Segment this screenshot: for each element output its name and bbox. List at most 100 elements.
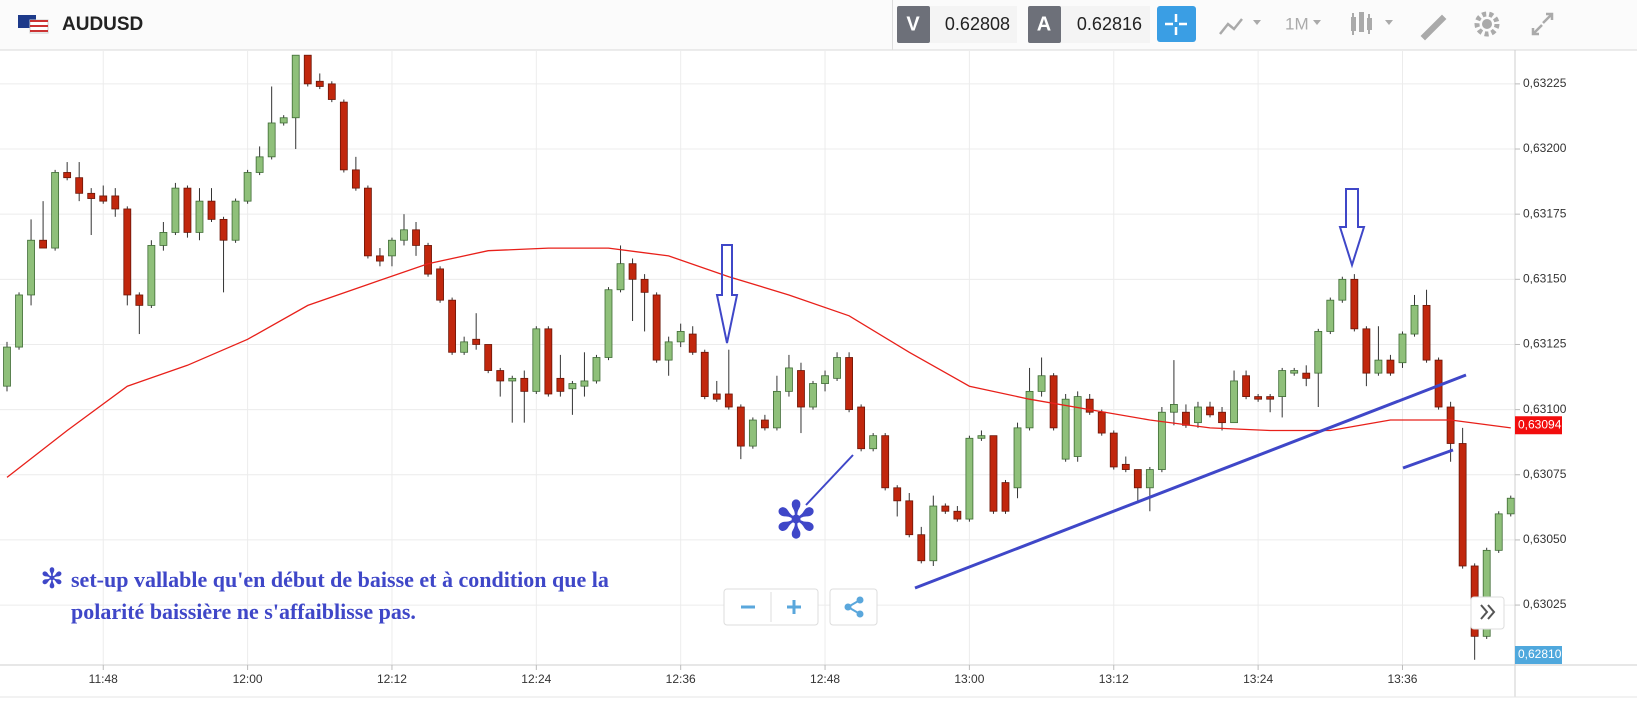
crosshair-button[interactable] <box>1157 6 1196 42</box>
note-marker: ✻ <box>40 562 63 595</box>
candle-body <box>472 338 481 345</box>
candle-body <box>748 419 757 447</box>
zoom-controls <box>723 588 1505 630</box>
candle-body <box>1242 375 1250 397</box>
bid-badge <box>897 6 930 43</box>
candle-body <box>1290 370 1299 374</box>
candle-body <box>123 208 132 296</box>
candle-body <box>1109 432 1118 468</box>
bid-box[interactable] <box>930 6 1017 43</box>
candle-body <box>520 377 529 392</box>
bid-label: V <box>906 13 920 35</box>
chart-type-icon[interactable] <box>1219 18 1243 35</box>
candle-body <box>231 200 240 241</box>
candle-body <box>760 419 769 429</box>
candle-body <box>376 255 384 262</box>
y-tick-label: 0,63050 <box>1523 532 1567 546</box>
candle-body <box>1494 513 1503 551</box>
candle-body <box>1218 411 1226 424</box>
share-icon[interactable] <box>844 596 864 618</box>
x-tick-label: 12:24 <box>521 672 551 686</box>
candle-body <box>1374 359 1383 374</box>
candle-body <box>1037 375 1046 392</box>
candle-body <box>953 510 962 520</box>
candle-body <box>604 289 613 358</box>
candle-icon[interactable] <box>1351 12 1372 35</box>
candle-body <box>616 263 625 291</box>
candle-body <box>51 172 60 249</box>
candle-body <box>436 268 444 301</box>
candle-body <box>1170 404 1178 413</box>
candle-body <box>351 169 360 189</box>
candle-body <box>640 278 649 293</box>
candle-body <box>339 101 348 171</box>
price-tag-label: 0,63094 <box>1518 417 1562 431</box>
note-line: polarité baissière ne s'affaiblisse pas. <box>71 599 416 624</box>
dropdown-arrow <box>1313 20 1321 25</box>
candle-body <box>544 328 553 395</box>
y-tick-label: 0,63025 <box>1523 597 1567 611</box>
candle-body <box>303 54 312 85</box>
note-line: set-up vallable qu'en début de baisse et… <box>71 567 609 592</box>
candle-body <box>267 122 276 158</box>
candle-body <box>1446 406 1455 444</box>
x-tick-label: 13:24 <box>1243 672 1273 686</box>
draw-icon[interactable] <box>1420 14 1447 41</box>
candle-body <box>628 263 637 280</box>
y-tick-label: 0,63200 <box>1523 141 1567 155</box>
candle-body <box>207 200 216 220</box>
x-tick-label: 13:12 <box>1099 672 1129 686</box>
x-tick-label: 12:00 <box>233 672 263 686</box>
collapse-icon[interactable] <box>1531 12 1554 36</box>
ask-box[interactable] <box>1061 6 1150 43</box>
scroll-end-button[interactable] <box>1470 596 1505 630</box>
candle-body <box>412 229 420 246</box>
timeframe[interactable]: 1M <box>1285 14 1309 33</box>
candle-body <box>785 367 793 392</box>
candle-body <box>496 370 505 382</box>
candle-body <box>797 370 805 408</box>
candle-body <box>1097 411 1106 434</box>
candle-body <box>773 390 781 429</box>
candle-body <box>652 294 661 361</box>
zoom-in[interactable] <box>787 600 801 614</box>
candle-body <box>1230 380 1238 424</box>
candle-body <box>1194 406 1202 424</box>
candle-body <box>315 80 324 87</box>
candle-body <box>881 435 890 489</box>
candle-body <box>1362 328 1371 374</box>
plot <box>3 54 1515 660</box>
candle-body <box>965 437 974 520</box>
candle-body <box>1458 443 1467 567</box>
candle-body <box>929 505 938 562</box>
candle-body <box>39 239 47 249</box>
x-tick-label: 13:00 <box>954 672 984 686</box>
callout-marker: ✻ <box>774 491 818 551</box>
candle-body <box>736 406 745 447</box>
moving-average <box>6 247 1511 478</box>
candle-body <box>700 351 709 397</box>
candle-body <box>724 393 733 408</box>
candle-body <box>977 435 986 439</box>
candle-body <box>243 172 252 202</box>
settings-icon[interactable] <box>1474 11 1500 37</box>
candle-body <box>75 177 84 194</box>
candle-body <box>195 200 204 233</box>
candle-body <box>568 383 577 390</box>
candle-body <box>809 383 817 408</box>
candle-body <box>893 487 902 502</box>
candle-body <box>833 357 841 379</box>
candle-body <box>941 505 950 512</box>
candle-body <box>291 54 300 119</box>
candle-body <box>1398 333 1407 364</box>
candle-body <box>664 341 673 361</box>
price-tag <box>1515 646 1562 664</box>
candle-body <box>1266 396 1275 400</box>
candle-body <box>159 232 168 246</box>
candle-body <box>1350 278 1359 330</box>
candle-body <box>1278 370 1287 397</box>
candle-body <box>388 239 396 257</box>
candle-body <box>1157 411 1166 470</box>
candle-body <box>712 393 721 400</box>
